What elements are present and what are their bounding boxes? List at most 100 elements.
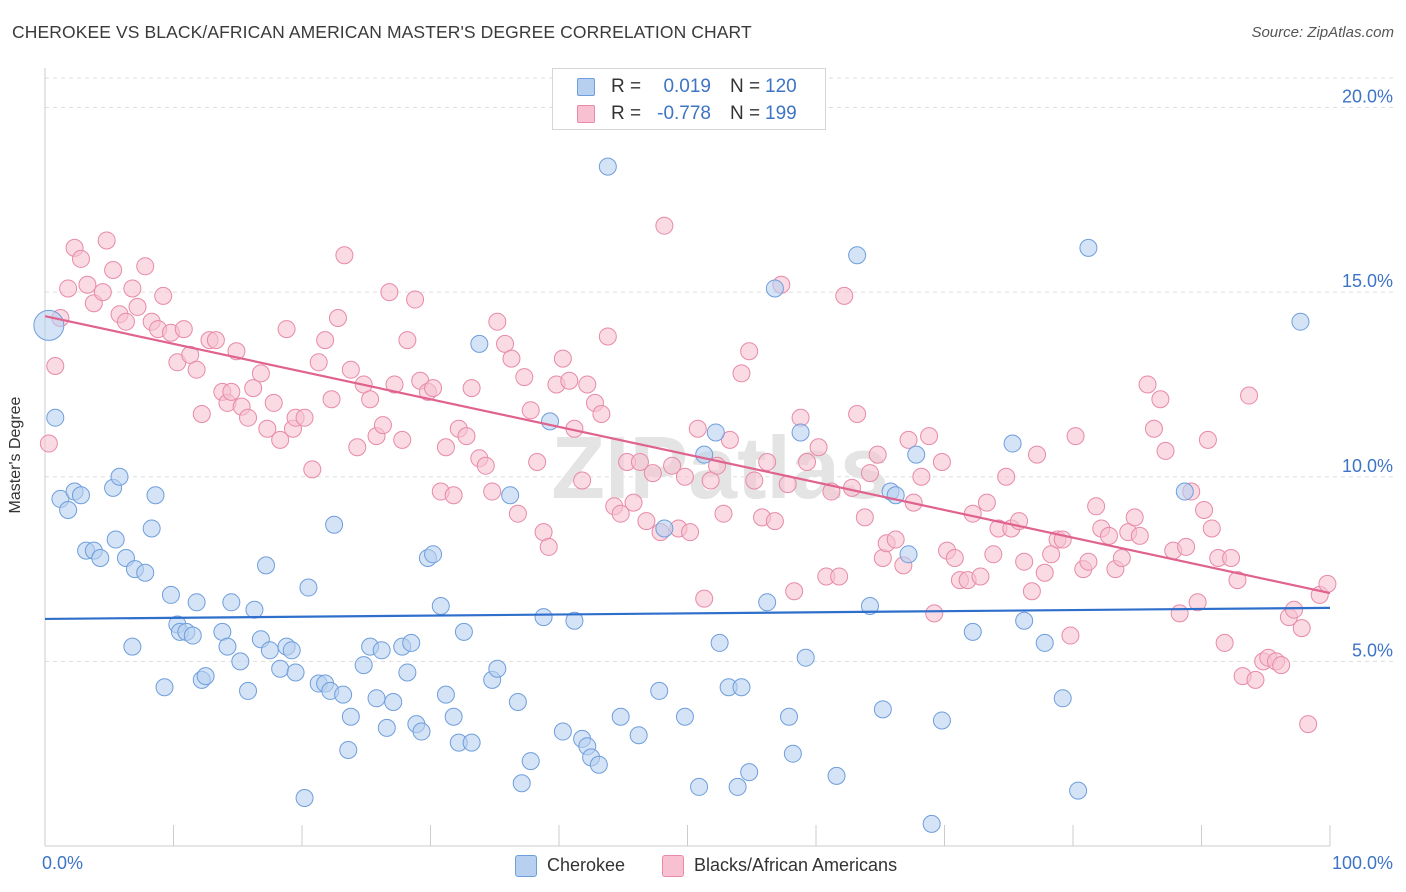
cherokee-point [1003, 434, 1022, 453]
black-point [385, 375, 404, 394]
black-point [521, 401, 540, 420]
source-credit: Source: ZipAtlas.com [1251, 24, 1394, 41]
black-point [932, 453, 951, 471]
black-point [187, 360, 206, 379]
black-point [598, 327, 617, 346]
y-axis-label: Master's Degree [7, 396, 24, 514]
cherokee-point [341, 707, 360, 726]
black-point [39, 434, 58, 453]
cherokee-point [123, 637, 142, 656]
cherokee-point [873, 700, 892, 719]
black-point [830, 567, 849, 586]
black-point [920, 427, 939, 446]
cherokee-point [655, 519, 674, 538]
black-point [116, 312, 135, 331]
black-point [154, 286, 173, 305]
black-point [1028, 445, 1047, 464]
cherokee-point [740, 763, 759, 782]
cherokee-point [1069, 781, 1088, 800]
black-point [720, 430, 739, 449]
cherokee-swatch [577, 78, 595, 96]
black-point [630, 453, 649, 471]
black-point [809, 438, 828, 457]
cherokee-point [758, 593, 777, 612]
black-point [1112, 549, 1131, 567]
black-point [1144, 419, 1163, 438]
black-point [251, 364, 270, 383]
black-point [732, 364, 751, 383]
cherokee-point [765, 279, 784, 298]
black-point [798, 453, 817, 471]
cherokee-point [325, 515, 344, 534]
black-point [277, 320, 296, 339]
y-tick-label: 20.0% [1342, 87, 1393, 107]
cherokee-point [339, 741, 358, 759]
black-point [406, 290, 425, 309]
black-point [945, 549, 964, 567]
cherokee-point [412, 722, 431, 741]
cherokee-point [334, 685, 353, 704]
cherokee-point [796, 648, 815, 667]
axes [44, 68, 1331, 847]
black-point [1125, 508, 1144, 527]
black-point [1285, 600, 1304, 619]
cherokee-point [501, 486, 520, 505]
cherokee-point [110, 467, 129, 486]
black-point [239, 408, 258, 427]
cherokee-point [598, 157, 617, 176]
black-point [855, 508, 874, 527]
black-point [1272, 656, 1291, 675]
black-point [688, 419, 707, 438]
r-label: R = [611, 76, 642, 97]
black-point [1156, 441, 1175, 460]
black-point [765, 512, 784, 531]
black-point [1061, 626, 1080, 645]
cherokee-point [46, 408, 65, 427]
n-value: 120 [765, 76, 797, 97]
cherokee-point [783, 744, 802, 763]
black-point [611, 504, 630, 523]
cherokee-point [589, 755, 608, 774]
black-point [309, 353, 328, 372]
blacks-trend-line [44, 315, 1331, 595]
black-point [1015, 552, 1034, 571]
cherokee-point [791, 423, 810, 442]
blacks-legend-swatch [662, 855, 684, 877]
y-tick-label: 15.0% [1342, 271, 1393, 291]
cherokee-point [146, 486, 165, 505]
black-point [174, 320, 193, 339]
black-point [393, 430, 412, 449]
black-point [1087, 497, 1106, 516]
cherokee-point [299, 578, 318, 597]
cherokee-point [436, 685, 455, 704]
cherokee-point [136, 563, 155, 582]
y-tick-label: 10.0% [1342, 456, 1393, 476]
black-point [1130, 526, 1149, 545]
black-point [78, 275, 97, 294]
cherokee-point [488, 659, 507, 678]
legend-label: Cherokee [547, 855, 626, 875]
black-point [745, 471, 764, 490]
n-value: 199 [765, 103, 797, 124]
black-point [695, 589, 714, 608]
cherokee-point [1015, 611, 1034, 630]
black-point [1151, 390, 1170, 409]
cherokee-point [629, 726, 648, 745]
cherokee-point [565, 611, 584, 630]
cherokee-point [354, 656, 373, 675]
black-point [488, 312, 507, 331]
black-point [912, 467, 931, 486]
black-point [476, 456, 495, 475]
cherokee-point [611, 707, 630, 726]
black-point [361, 390, 380, 409]
black-point [316, 331, 335, 350]
black-point [539, 537, 558, 556]
black-point [1240, 386, 1259, 405]
x-tick-label: 0.0% [42, 853, 83, 873]
black-point [380, 283, 399, 302]
black-point [97, 231, 116, 250]
black-point [1099, 526, 1118, 545]
black-point [303, 460, 322, 479]
black-point [462, 379, 481, 398]
black-point [264, 393, 283, 412]
